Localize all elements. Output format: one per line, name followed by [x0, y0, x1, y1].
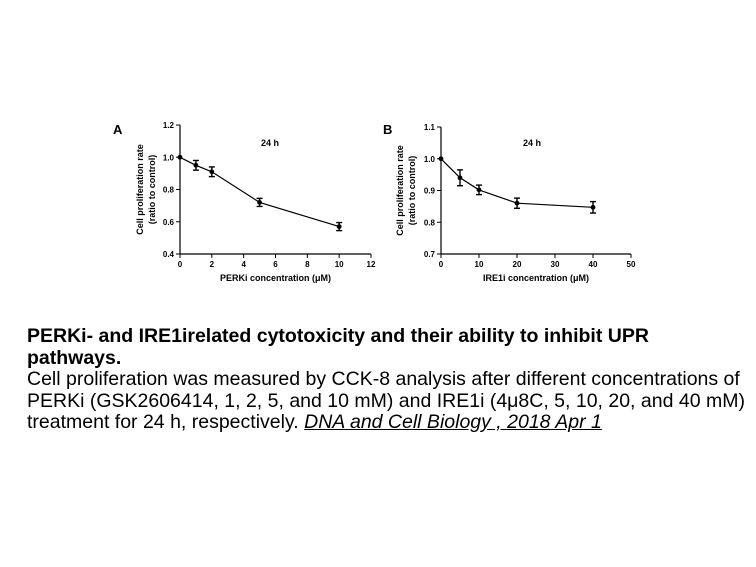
data-point [257, 200, 262, 205]
y-tick-label: 0.8 [424, 218, 436, 227]
time-annotation: 24 h [523, 138, 541, 148]
caption-source-link[interactable]: DNA and Cell Biology , 2018 Apr 1 [304, 411, 602, 433]
panel-label: B [383, 122, 392, 137]
y-tick-label: 0.9 [424, 187, 436, 196]
figure-caption: PERKi- and IRE1irelated cytotoxicity and… [27, 325, 747, 434]
y-tick-label: 1.1 [424, 123, 436, 132]
x-tick-label: 10 [335, 260, 344, 269]
x-tick-label: 0 [439, 260, 444, 269]
panel-a: 0.4 0.6 0.8 1.0 1.2 0 2 4 6 8 10 12 A 24 h PERKi conce… [113, 121, 376, 283]
x-tick-label: 12 [367, 260, 376, 269]
y-axis-title: Cell proliferation rate [395, 145, 405, 236]
y-tick-label: 0.7 [424, 250, 436, 259]
x-tick-label: 30 [551, 260, 560, 269]
x-tick-label: 0 [178, 260, 183, 269]
time-annotation: 24 h [261, 138, 279, 148]
data-point [336, 224, 342, 229]
panel-b: 0.7 0.8 0.9 1.0 1.1 0 10 20 30 40 50 B 24 h IRE1i con… [383, 122, 636, 283]
series-line [179, 156, 340, 228]
y-tick-label: 0.4 [163, 250, 175, 259]
x-tick-label: 50 [627, 260, 636, 269]
x-tick-label: 10 [475, 260, 484, 269]
data-point [476, 187, 482, 193]
y-axis-title-secondary: (ratio to control) [147, 155, 157, 225]
caption-title: PERKi- and IRE1irelated cytotoxicity and… [27, 325, 649, 369]
y-axis-title: Cell proliferation rate [135, 144, 145, 235]
data-point [514, 200, 520, 206]
y-tick-label: 0.8 [163, 186, 175, 195]
data-point [457, 175, 463, 181]
x-tick-label: 20 [513, 260, 522, 269]
data-point [209, 169, 215, 175]
x-axis-title: IRE1i concentration (μM) [483, 273, 589, 283]
data-point [177, 154, 183, 160]
x-tick-label: 8 [305, 260, 310, 269]
figure: 0.4 0.6 0.8 1.0 1.2 0 2 4 6 8 10 12 A 24 h PERKi conce… [113, 121, 636, 283]
data-point [438, 156, 444, 162]
caption-text: Cell proliferation was measured by CCK-8… [27, 368, 745, 433]
y-tick-label: 1.2 [163, 121, 175, 130]
caption-body: Cell proliferation was measured by CCK-8… [27, 368, 747, 434]
y-tick-label: 1.0 [163, 153, 175, 162]
x-tick-label: 4 [241, 260, 246, 269]
panel-label: A [113, 122, 123, 137]
x-tick-label: 40 [589, 260, 598, 269]
y-tick-label: 1.0 [424, 155, 436, 164]
y-tick-label: 0.6 [163, 218, 175, 227]
y-axis-title-secondary: (ratio to control) [407, 156, 417, 226]
x-axis-title: PERKi concentration (μM) [220, 273, 331, 283]
data-point [590, 204, 596, 210]
data-point [193, 162, 199, 168]
x-tick-label: 6 [273, 260, 278, 269]
x-tick-label: 2 [210, 260, 215, 269]
